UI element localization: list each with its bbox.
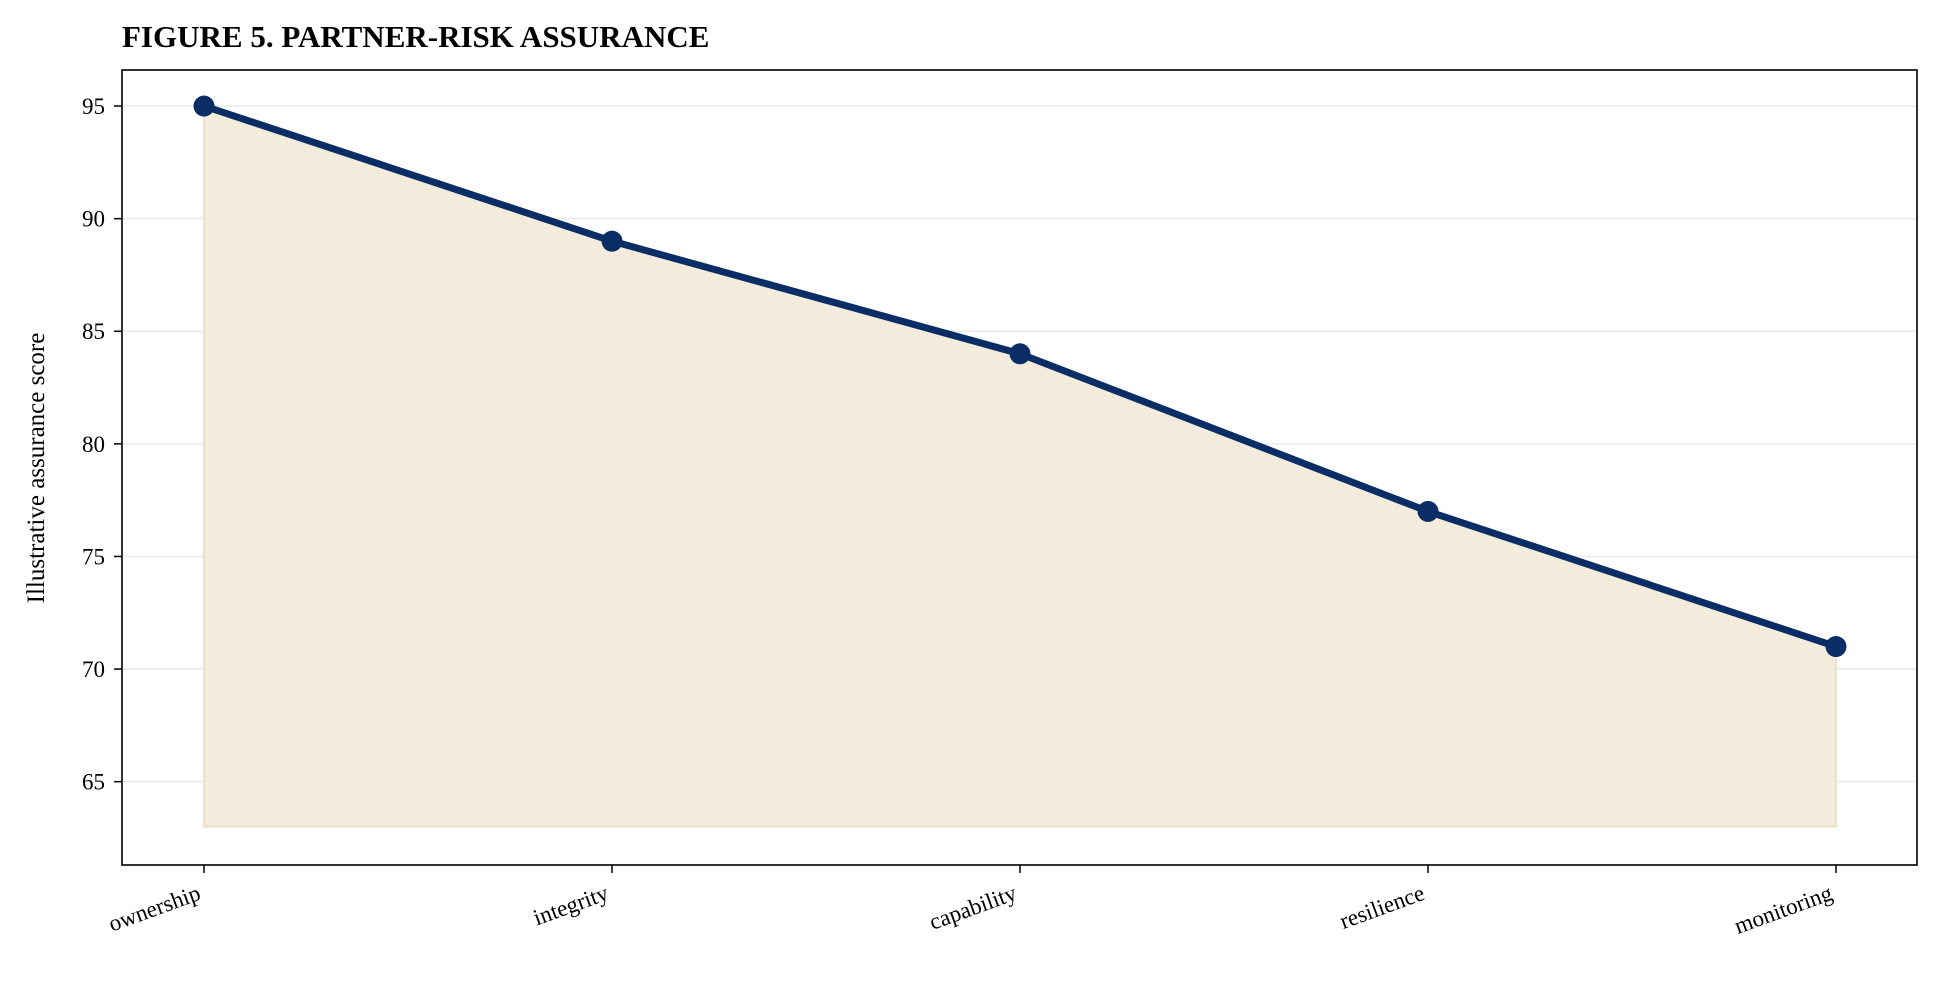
y-tick-label: 90 [82,207,105,232]
area-layer [203,104,1837,828]
data-point [1417,500,1439,522]
y-tick-label: 70 [82,657,105,682]
x-tick-label: resilience [1336,880,1427,934]
data-point [1009,343,1031,365]
data-point [601,230,623,252]
x-tick-label: monitoring [1731,880,1836,939]
y-tick-label: 75 [82,544,105,569]
y-tick-label: 80 [82,432,105,457]
series-area [203,104,1837,828]
y-tick-label: 95 [82,94,105,119]
x-axis: ownership integrity capability resilience mo… [105,865,1837,939]
x-tick-label: ownership [105,880,204,936]
data-point [193,95,215,117]
y-tick-label: 65 [82,770,105,795]
x-tick-label: capability [926,880,1020,935]
marker-layer [193,95,1847,658]
chart-title: FIGURE 5. PARTNER-RISK ASSURANCE [122,19,709,54]
x-tick-label: integrity [530,880,612,930]
y-axis-label: Illustrative assurance score [23,333,50,604]
y-tick-label: 85 [82,319,105,344]
y-axis: 65 70 75 80 85 90 95 [82,94,122,795]
data-point [1825,636,1847,658]
